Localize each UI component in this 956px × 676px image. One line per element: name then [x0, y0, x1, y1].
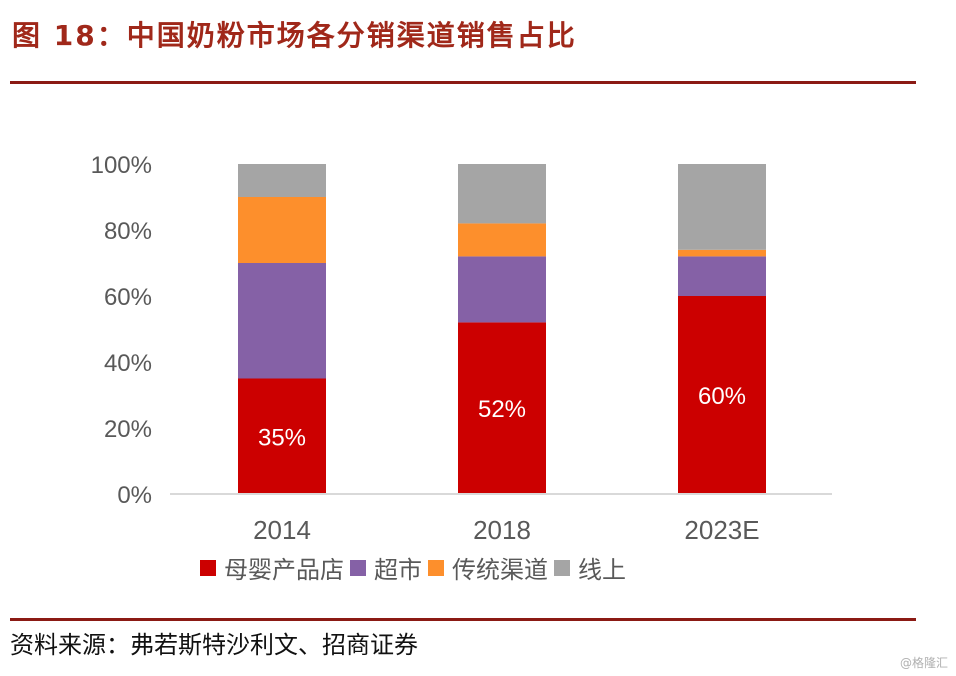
bars [238, 164, 766, 494]
title-divider [10, 81, 916, 84]
legend-label: 超市 [374, 556, 422, 584]
legend-label: 传统渠道 [452, 556, 548, 584]
legend-swatch [554, 559, 570, 576]
bar-segment [238, 263, 326, 379]
bar-segment [678, 164, 766, 250]
data-label: 35% [258, 424, 306, 451]
y-tick-label: 20% [104, 416, 152, 443]
y-tick-label: 60% [104, 284, 152, 311]
data-label: 52% [478, 396, 526, 423]
legend-swatch [350, 559, 366, 576]
bar-segment [458, 256, 546, 323]
y-tick-label: 40% [104, 350, 152, 377]
y-tick-label: 0% [117, 482, 152, 509]
legend-item: 母婴产品店 [200, 550, 344, 585]
legend-item: 传统渠道 [428, 550, 548, 585]
bar-segment [238, 197, 326, 263]
y-axis-ticks: 0% 20% 40% 60% 80% 100% [91, 152, 152, 509]
bar-segment [678, 256, 766, 296]
legend-swatch [428, 559, 444, 576]
figure-title: 图 18：中国奶粉市场各分销渠道销售占比 [12, 19, 577, 52]
bar-segment [458, 322, 546, 494]
bar-segment [238, 164, 326, 197]
bar-segment [678, 249, 766, 257]
legend-label: 线上 [578, 556, 626, 584]
legend-item: 超市 [350, 550, 422, 585]
bar-segment [458, 164, 546, 224]
watermark: @格隆汇 [899, 656, 948, 670]
legend: 母婴产品店 超市 传统渠道 线上 [200, 550, 632, 585]
legend-label: 母婴产品店 [224, 556, 344, 584]
legend-swatch [200, 559, 216, 576]
x-category-label: 2018 [473, 515, 531, 545]
y-tick-label: 100% [91, 152, 152, 179]
y-tick-label: 80% [104, 218, 152, 245]
x-category-label: 2014 [253, 515, 311, 545]
bar-segment [458, 223, 546, 257]
source-note: 资料来源：弗若斯特沙利文、招商证券 [10, 631, 418, 659]
x-axis-categories: 2014 2018 2023E [253, 515, 760, 545]
source-divider [10, 618, 916, 621]
data-labels: 35% 52% 60% [258, 383, 746, 451]
legend-item: 线上 [554, 550, 626, 585]
bar-segment [238, 378, 326, 494]
x-category-label: 2023E [684, 515, 759, 545]
bar-segment [678, 296, 766, 494]
data-label: 60% [698, 383, 746, 410]
